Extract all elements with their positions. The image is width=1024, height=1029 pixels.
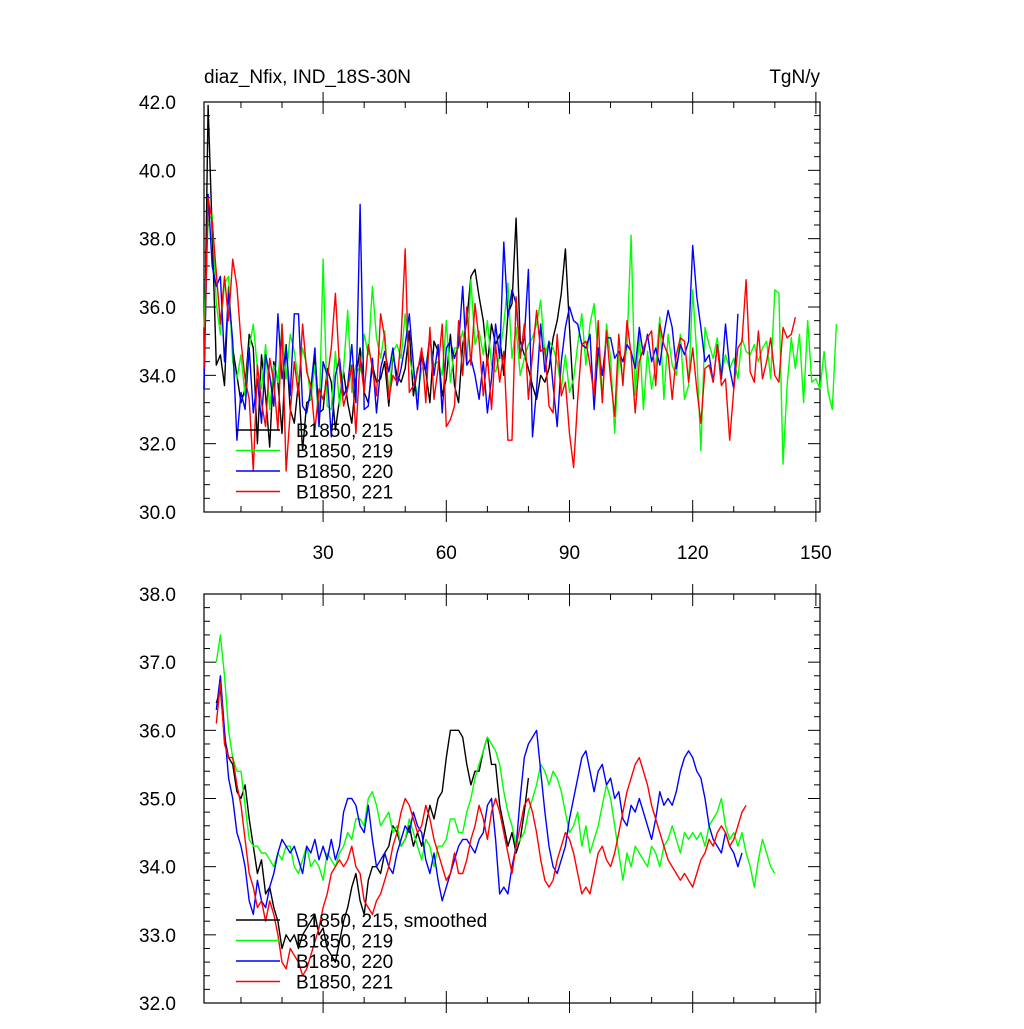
legend-label-4: B1850, 221	[296, 483, 393, 504]
legend-label-3: B1850, 220	[296, 952, 393, 973]
top-plot-raw: 30.0 32.0 34.0 36.0 38.0 40.0 42.0 30 60 90 120 150…	[139, 92, 838, 564]
y-tick-label: 35.0	[139, 790, 176, 811]
series-line-2	[203, 213, 838, 465]
y-tick-label: 34.0	[139, 858, 176, 879]
y-tick-label: 33.0	[139, 926, 176, 947]
y-tick-label: 36.0	[139, 298, 176, 319]
units-label: TgN/y	[769, 67, 820, 88]
y-tick-label: 34.0	[139, 366, 176, 387]
y-tick-label: 32.0	[139, 994, 176, 1015]
plot-title: diaz_Nfix, IND_18S-30N	[204, 67, 411, 88]
y-tick-label: 36.0	[139, 721, 176, 742]
x-tick-label: 30	[313, 543, 334, 564]
y-tick-label: 40.0	[139, 161, 176, 182]
x-tick-label: 60	[436, 543, 457, 564]
y-tick-label: 30.0	[139, 503, 176, 524]
x-tick-label: 120	[677, 543, 709, 564]
legend-label-3: B1850, 220	[296, 462, 393, 483]
series-line-4	[203, 196, 797, 472]
y-tick-label: 38.0	[139, 585, 176, 606]
legend-label-2: B1850, 219	[296, 442, 393, 463]
x-tick-label: 150	[800, 543, 832, 564]
bottom-plot-smoothed: 32.0 33.0 34.0 35.0 36.0 37.0 38.0 B1850, 215, …	[139, 584, 821, 1015]
legend-label-2: B1850, 219	[296, 932, 393, 953]
y-tick-label: 42.0	[139, 93, 176, 114]
y-tick-label: 37.0	[139, 653, 176, 674]
x-tick-label: 90	[559, 543, 580, 564]
legend-label-4: B1850, 221	[296, 973, 393, 994]
series-line-2	[215, 634, 776, 888]
series-line-3	[215, 675, 743, 916]
series-line-4	[215, 681, 747, 977]
y-tick-label: 38.0	[139, 230, 176, 251]
series-line-1	[203, 104, 575, 452]
legend-label-1: B1850, 215	[296, 421, 393, 442]
y-tick-label: 32.0	[139, 435, 176, 456]
legend-label-1: B1850, 215, smoothed	[296, 911, 487, 932]
